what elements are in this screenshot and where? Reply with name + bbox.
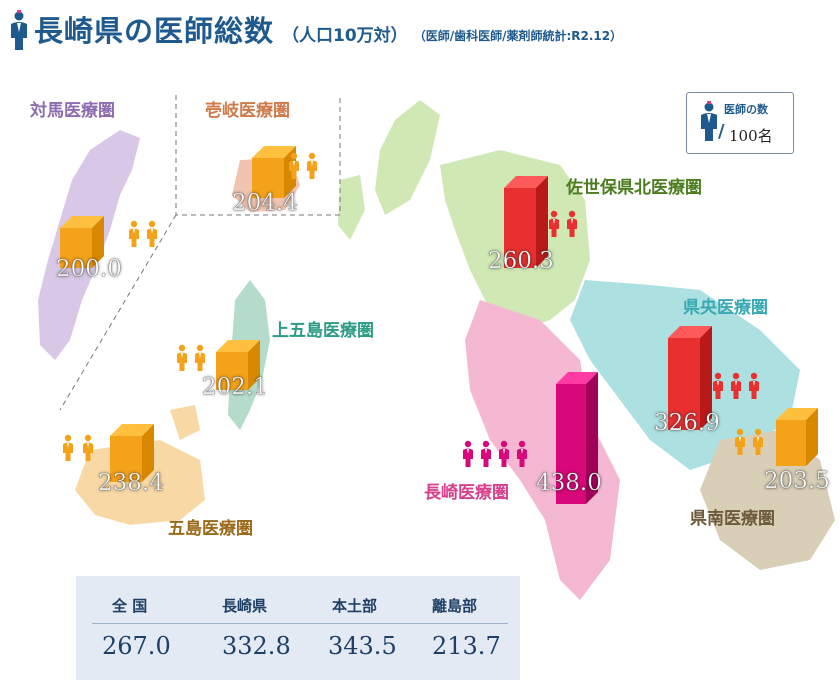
doctor-icons-iki <box>289 152 317 179</box>
doctor-icons-tsushima <box>129 220 157 247</box>
value-kenou: 326.9 <box>654 410 720 437</box>
stats-value: 332.8 <box>222 632 291 660</box>
legend: 医師の数 / 100名 <box>686 92 794 154</box>
region-label-iki: 壱岐医療圏 <box>205 96 290 121</box>
doctor-icons-kennan <box>735 428 763 455</box>
region-name-text: 壱岐医療圏 <box>205 101 290 121</box>
region-label-sasebo: 佐世保県北医療圏 <box>566 173 702 198</box>
region-label-kenou: 県央医療圏 <box>683 293 768 318</box>
doctor-icons-goto <box>63 434 93 461</box>
stats-header: 本土部 <box>332 597 378 615</box>
page-title: 長崎県の医師総数 <box>34 14 275 48</box>
goto-island-north <box>170 405 200 440</box>
stats-value: 213.7 <box>432 632 501 660</box>
bar-sasebo <box>504 176 548 268</box>
bar-tsushima <box>60 216 104 268</box>
region-name-text: 五島医療圏 <box>168 519 253 539</box>
region-name-text: 対馬医療圏 <box>30 101 115 121</box>
doctor-icons-kenou <box>713 372 759 399</box>
region-label-nagasaki: 長崎医療圏 <box>424 478 509 503</box>
region-name-text: 県央医療圏 <box>683 298 768 318</box>
value-nagasaki: 438.0 <box>536 470 602 497</box>
hirado-island <box>375 100 440 215</box>
bar-kenou <box>668 326 712 430</box>
region-name-text: 佐世保県北医療圏 <box>566 178 702 198</box>
stats-divider <box>92 623 508 624</box>
page-subtitle: （人口10万対） <box>282 26 408 46</box>
stats-header: 離島部 <box>432 597 478 615</box>
legend-unit: 100名 <box>729 127 773 145</box>
legend-title: 医師の数 <box>724 103 768 116</box>
region-name-text: 上五島医療圏 <box>272 321 374 341</box>
region-label-goto: 五島医療圏 <box>168 514 253 539</box>
stats-value: 267.0 <box>102 632 171 660</box>
stats-header: 全 国 <box>112 597 148 615</box>
bar-nagasaki <box>556 372 598 504</box>
doctor-icons-kamigoto <box>177 344 205 371</box>
legend-slash: / <box>718 121 725 142</box>
region-label-kamigoto: 上五島医療圏 <box>272 316 374 341</box>
sasebo-islands <box>338 175 365 240</box>
doctor-icons-sasebo <box>549 210 577 237</box>
goto-island <box>75 440 205 525</box>
bar-kennan <box>776 408 818 466</box>
value-goto: 238.4 <box>98 470 164 497</box>
value-kennan: 203.5 <box>764 468 830 495</box>
source-note: （医師/歯科医師/薬剤師統計:R2.12） <box>413 29 623 43</box>
region-label-kennan: 県南医療圏 <box>690 504 775 529</box>
page-title-bar: 長崎県の医師総数 （人口10万対） （医師/歯科医師/薬剤師統計:R2.12） <box>8 6 622 50</box>
bar-goto <box>110 424 154 482</box>
stats-value: 343.5 <box>328 632 397 660</box>
region-label-tsushima: 対馬医療圏 <box>30 96 115 121</box>
value-kamigoto: 202.1 <box>202 374 268 401</box>
value-tsushima: 200.0 <box>56 256 122 283</box>
stats-header: 長崎県 <box>222 597 268 615</box>
doctor-icons-nagasaki <box>463 440 527 467</box>
doctor-icon <box>11 10 27 50</box>
region-name-text: 長崎医療圏 <box>424 483 509 503</box>
value-sasebo: 260.3 <box>488 248 554 275</box>
value-iki: 204.4 <box>232 190 298 217</box>
bar-kamigoto <box>216 340 260 390</box>
region-name-text: 県南医療圏 <box>690 509 775 529</box>
stats-table: 全 国 長崎県 本土部 離島部 267.0 332.8 343.5 213.7 <box>76 576 520 680</box>
doctor-icon <box>701 101 717 141</box>
